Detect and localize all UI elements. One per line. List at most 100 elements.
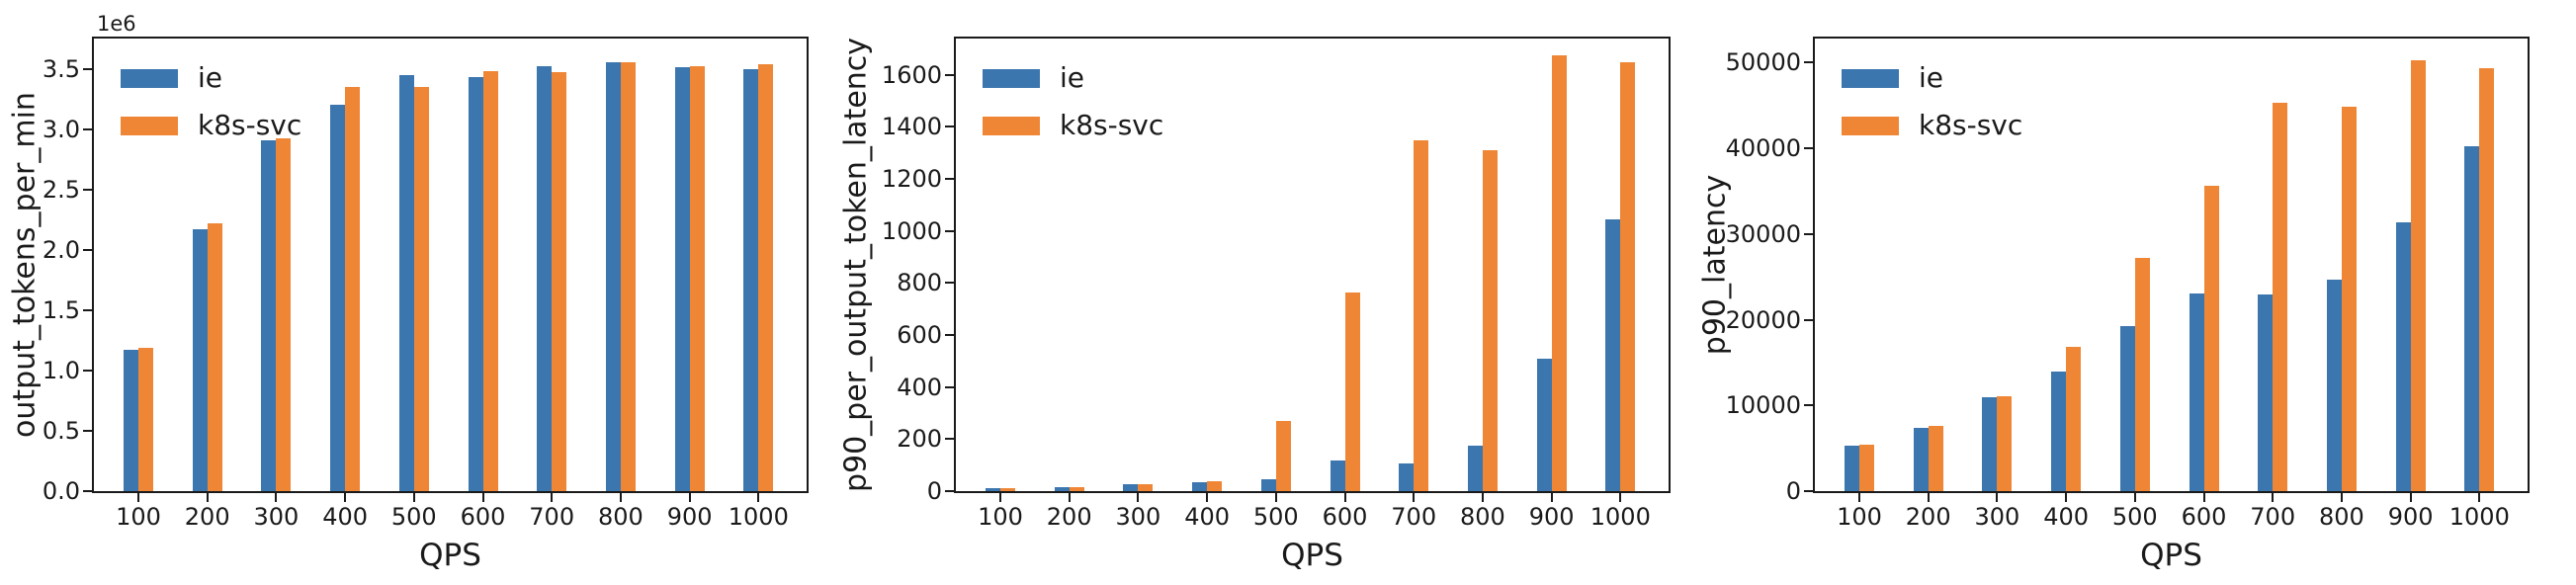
bar-k8s-svc-500	[413, 87, 429, 491]
bar-k8s-svc-600	[482, 71, 498, 491]
y-tick-mark	[945, 178, 954, 181]
x-tick-mark	[412, 493, 415, 502]
y-tick-label: 200	[897, 425, 942, 454]
x-tick-label: 200	[1905, 503, 1951, 531]
x-tick-mark	[1137, 493, 1140, 502]
bar-ie-400	[330, 105, 346, 491]
x-tick-mark	[1206, 493, 1209, 502]
bar-k8s-svc-800	[1482, 150, 1498, 491]
x-tick-mark	[2133, 493, 2136, 502]
bar-ie-600	[468, 77, 483, 491]
bar-k8s-svc-1000	[2479, 68, 2495, 491]
x-tick-mark	[137, 493, 139, 502]
y-tick-mark	[83, 248, 92, 251]
x-tick-label: 400	[322, 503, 368, 531]
x-tick-label: 200	[184, 503, 230, 531]
ticks-layer: 0 200 400 600 800 1000 1200 1400 1600 100 200 300 40…	[882, 39, 1669, 531]
bar-ie-800	[605, 62, 621, 491]
chart-p90-per-output-token-latency: p90_per_output_token_latency 0 200 400 600 8…	[839, 0, 1718, 585]
y-tick-label: 1000	[881, 216, 942, 245]
x-tick-label: 700	[529, 503, 575, 531]
x-tick-mark	[1343, 493, 1346, 502]
legend-label-k8s-svc: k8s-svc	[198, 109, 302, 141]
x-tick-mark	[2202, 493, 2205, 502]
y-tick-label: 2.0	[42, 235, 80, 264]
y-tick-mark	[83, 188, 92, 191]
legend-label-k8s-svc: k8s-svc	[1060, 109, 1164, 141]
bar-ie-100	[124, 350, 138, 491]
x-tick-mark	[2409, 493, 2412, 502]
x-tick-mark	[1858, 493, 1860, 502]
bar-ie-300	[1982, 397, 1998, 491]
legend-entry-ie: ie	[121, 64, 301, 92]
x-tick-mark	[481, 493, 484, 502]
bar-ie-500	[2119, 326, 2135, 491]
y-tick-label: 600	[897, 321, 942, 350]
y-tick-mark	[1804, 147, 1813, 150]
x-tick-label: 300	[1974, 503, 2020, 531]
y-tick-mark	[945, 282, 954, 285]
x-tick-mark	[275, 493, 278, 502]
bar-k8s-svc-700	[2273, 103, 2288, 491]
legend-entry-ie: ie	[983, 64, 1163, 92]
x-tick-mark	[2340, 493, 2343, 502]
legend-swatch-ie	[1842, 68, 1899, 88]
bar-k8s-svc-200	[1069, 487, 1084, 491]
x-tick-label: 800	[2318, 503, 2364, 531]
x-axis-label: QPS	[2140, 538, 2202, 573]
y-tick-label: 2.5	[42, 175, 80, 204]
bar-k8s-svc-500	[2134, 258, 2150, 491]
legend-swatch-k8s-svc	[983, 116, 1040, 135]
x-tick-mark	[1481, 493, 1484, 502]
bar-k8s-svc-600	[2203, 186, 2219, 491]
bar-k8s-svc-800	[620, 62, 636, 491]
x-tick-label: 400	[2043, 503, 2089, 531]
x-tick-mark	[2272, 493, 2275, 502]
bar-k8s-svc-1000	[758, 64, 774, 491]
bar-ie-200	[1054, 487, 1070, 491]
bar-ie-500	[398, 75, 414, 491]
legend-swatch-k8s-svc	[121, 116, 178, 135]
bar-k8s-svc-400	[345, 87, 361, 491]
bar-k8s-svc-600	[1344, 292, 1360, 491]
x-tick-mark	[2065, 493, 2068, 502]
plot-area: 0 200 400 600 800 1000 1200 1400 1600 100 200 300 40…	[882, 37, 1671, 531]
y-tick-mark	[83, 429, 92, 432]
x-tick-label: 900	[1528, 503, 1575, 531]
bar-k8s-svc-300	[1997, 396, 2013, 491]
legend-entry-k8s-svc: k8s-svc	[121, 112, 301, 139]
x-tick-mark	[1619, 493, 1622, 502]
y-tick-mark	[945, 385, 954, 388]
bar-k8s-svc-100	[1859, 445, 1874, 491]
y-tick-label: 30000	[1725, 219, 1801, 248]
legend-entry-ie: ie	[1842, 64, 2022, 92]
axis-offset-text: 1e6	[97, 12, 136, 36]
y-tick-mark	[1804, 404, 1813, 407]
bar-k8s-svc-100	[138, 348, 153, 491]
legend-swatch-ie	[983, 68, 1040, 88]
bar-ie-400	[1192, 482, 1208, 491]
legend: ie k8s-svc	[1842, 64, 2022, 139]
y-tick-label: 800	[897, 269, 942, 297]
bar-k8s-svc-400	[1207, 481, 1223, 491]
x-tick-label: 100	[1837, 503, 1882, 531]
bar-ie-600	[2189, 293, 2204, 491]
bar-ie-900	[2395, 222, 2411, 491]
x-tick-label: 400	[1184, 503, 1230, 531]
bar-ie-900	[1536, 359, 1552, 491]
legend-entry-k8s-svc: k8s-svc	[983, 112, 1163, 139]
x-tick-mark	[1927, 493, 1930, 502]
legend-label-ie: ie	[198, 61, 223, 94]
x-tick-label: 900	[666, 503, 713, 531]
chart-output-tokens-per-min: output_tokens_per_min 1e6 0.0 0.5 1.0 1.5 2.…	[0, 0, 859, 585]
x-tick-label: 300	[253, 503, 300, 531]
y-tick-mark	[83, 369, 92, 372]
bar-k8s-svc-300	[276, 138, 292, 491]
y-tick-mark	[945, 334, 954, 337]
bar-ie-700	[2258, 294, 2274, 491]
x-tick-mark	[688, 493, 691, 502]
bar-ie-1000	[1605, 219, 1621, 491]
x-tick-mark	[206, 493, 209, 502]
bars-layer	[94, 39, 807, 491]
